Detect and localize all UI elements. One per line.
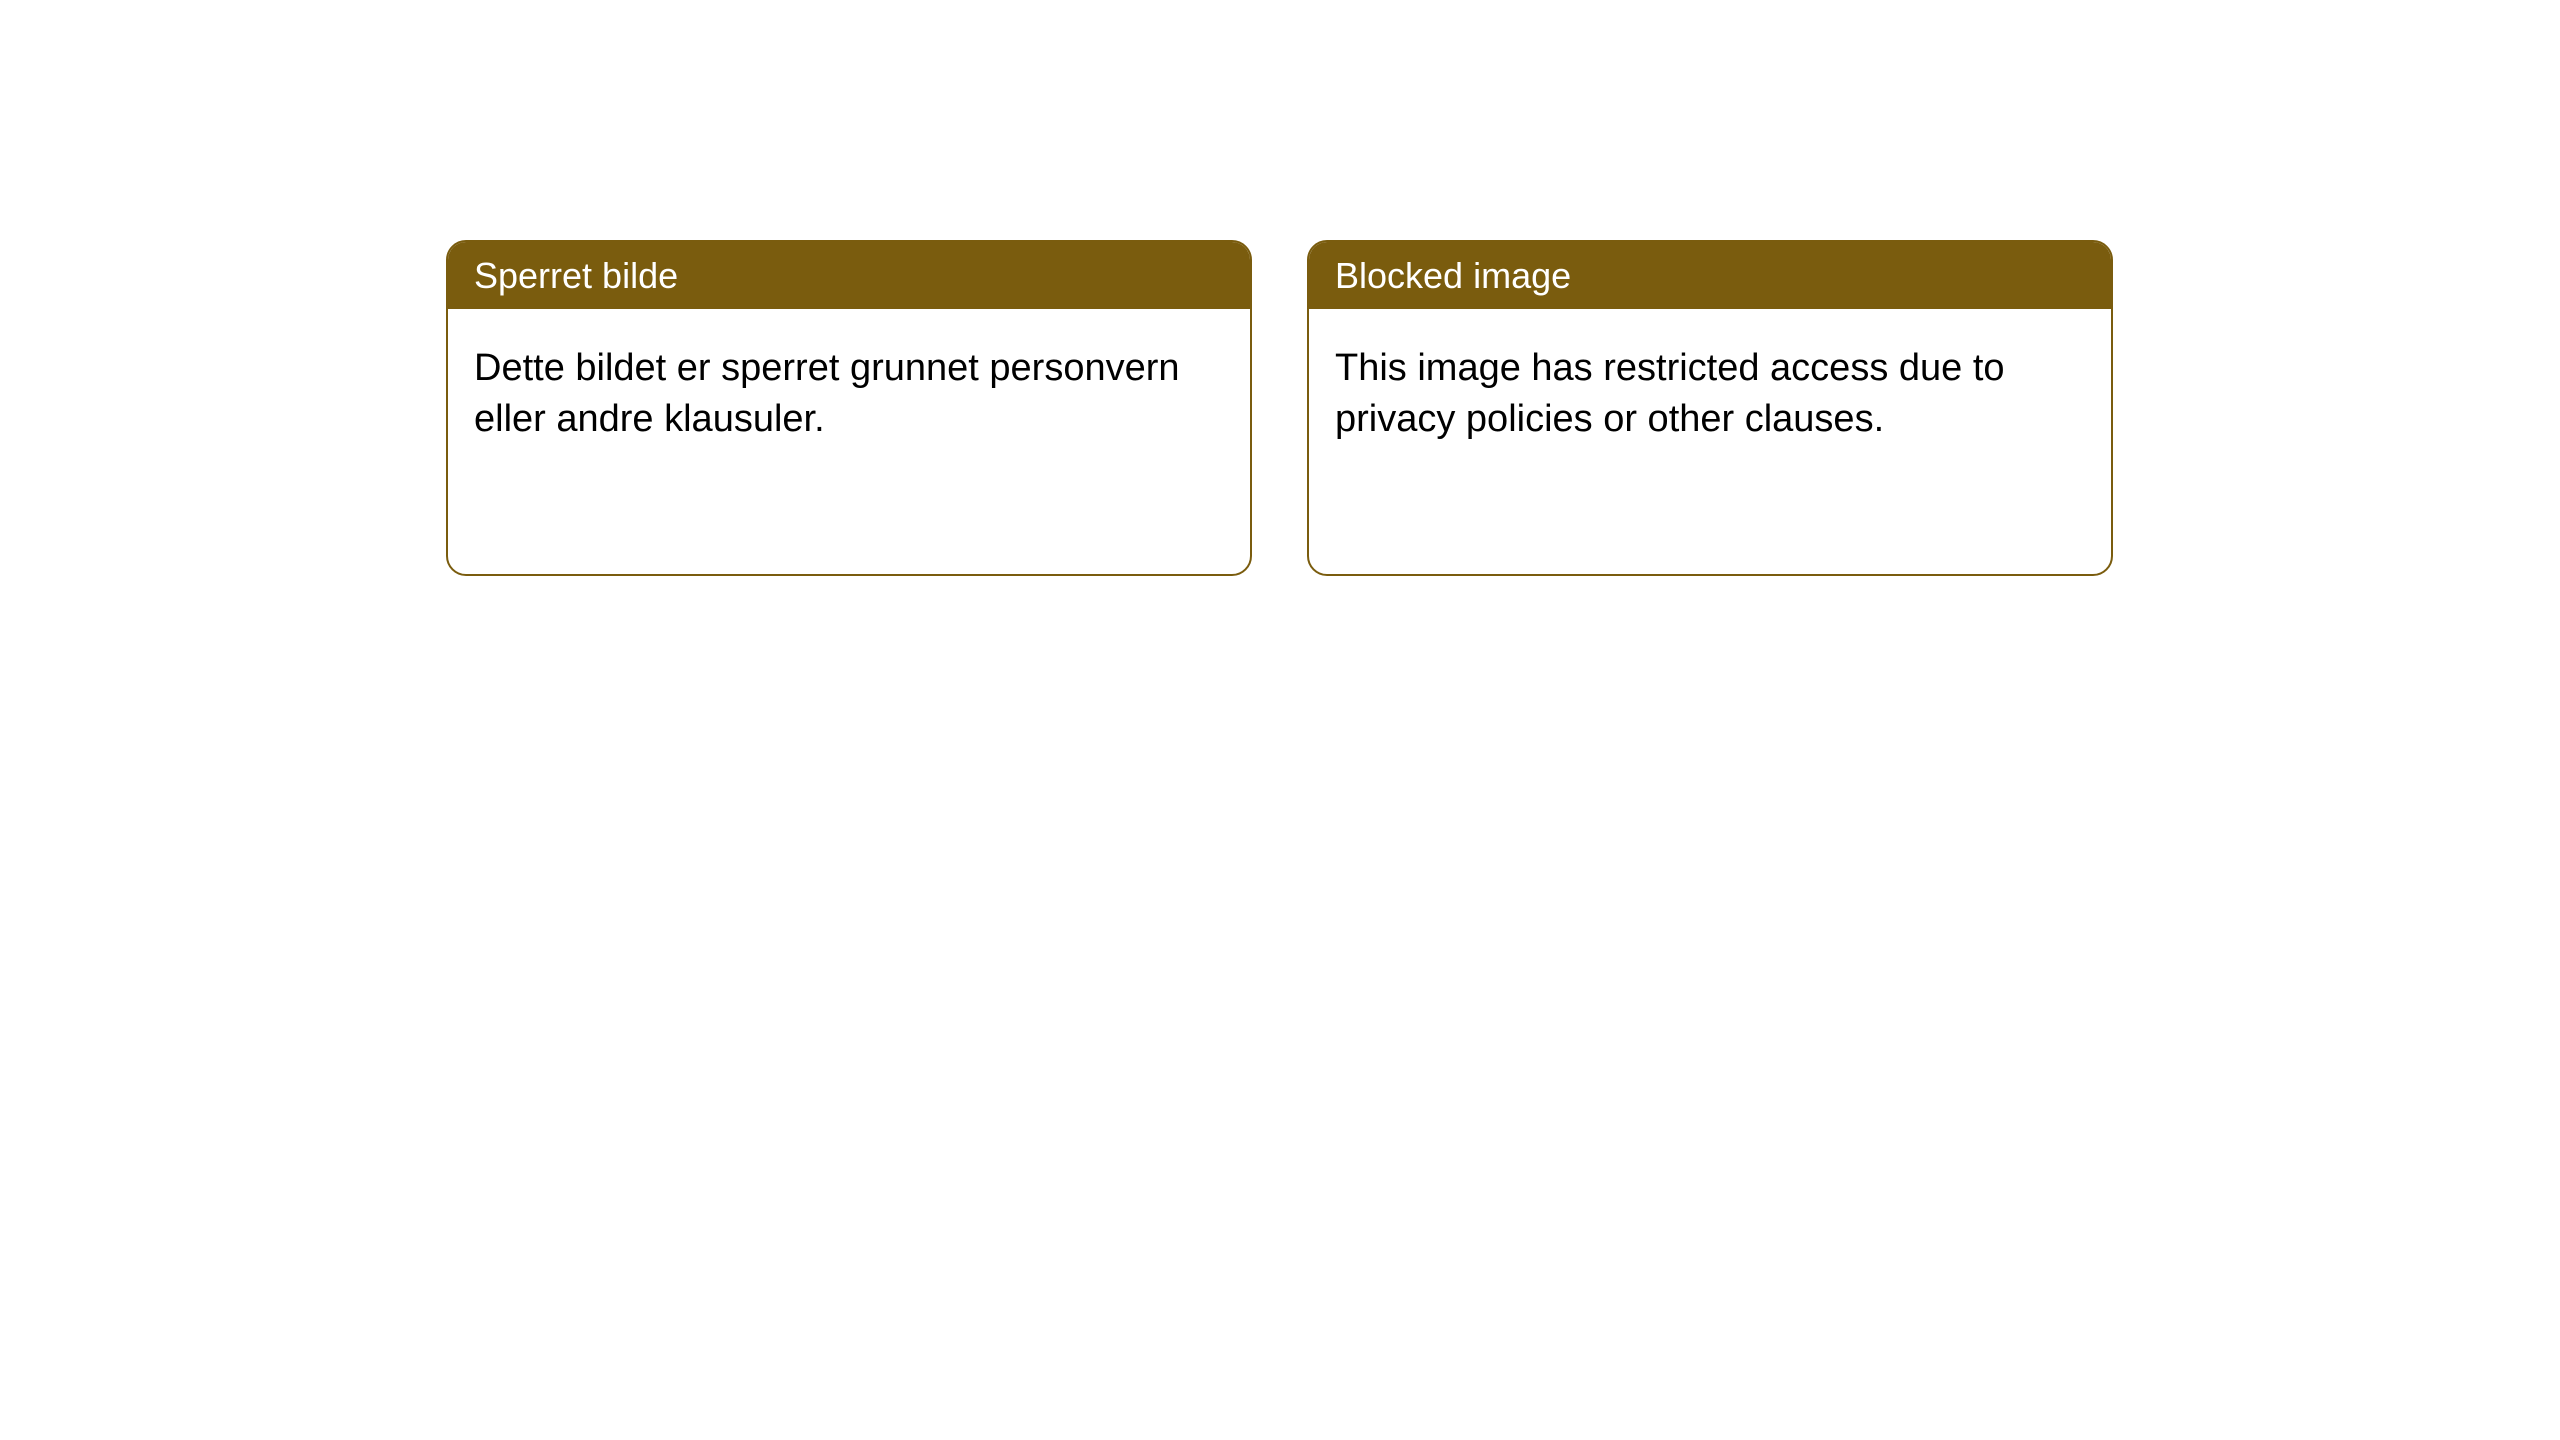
notice-card-body: Dette bildet er sperret grunnet personve… <box>448 309 1250 480</box>
notice-card-body: This image has restricted access due to … <box>1309 309 2111 480</box>
notice-card-norwegian: Sperret bilde Dette bildet er sperret gr… <box>446 240 1252 576</box>
notice-card-english: Blocked image This image has restricted … <box>1307 240 2113 576</box>
notice-card-container: Sperret bilde Dette bildet er sperret gr… <box>446 240 2113 576</box>
notice-card-title: Sperret bilde <box>448 242 1250 309</box>
notice-card-title: Blocked image <box>1309 242 2111 309</box>
